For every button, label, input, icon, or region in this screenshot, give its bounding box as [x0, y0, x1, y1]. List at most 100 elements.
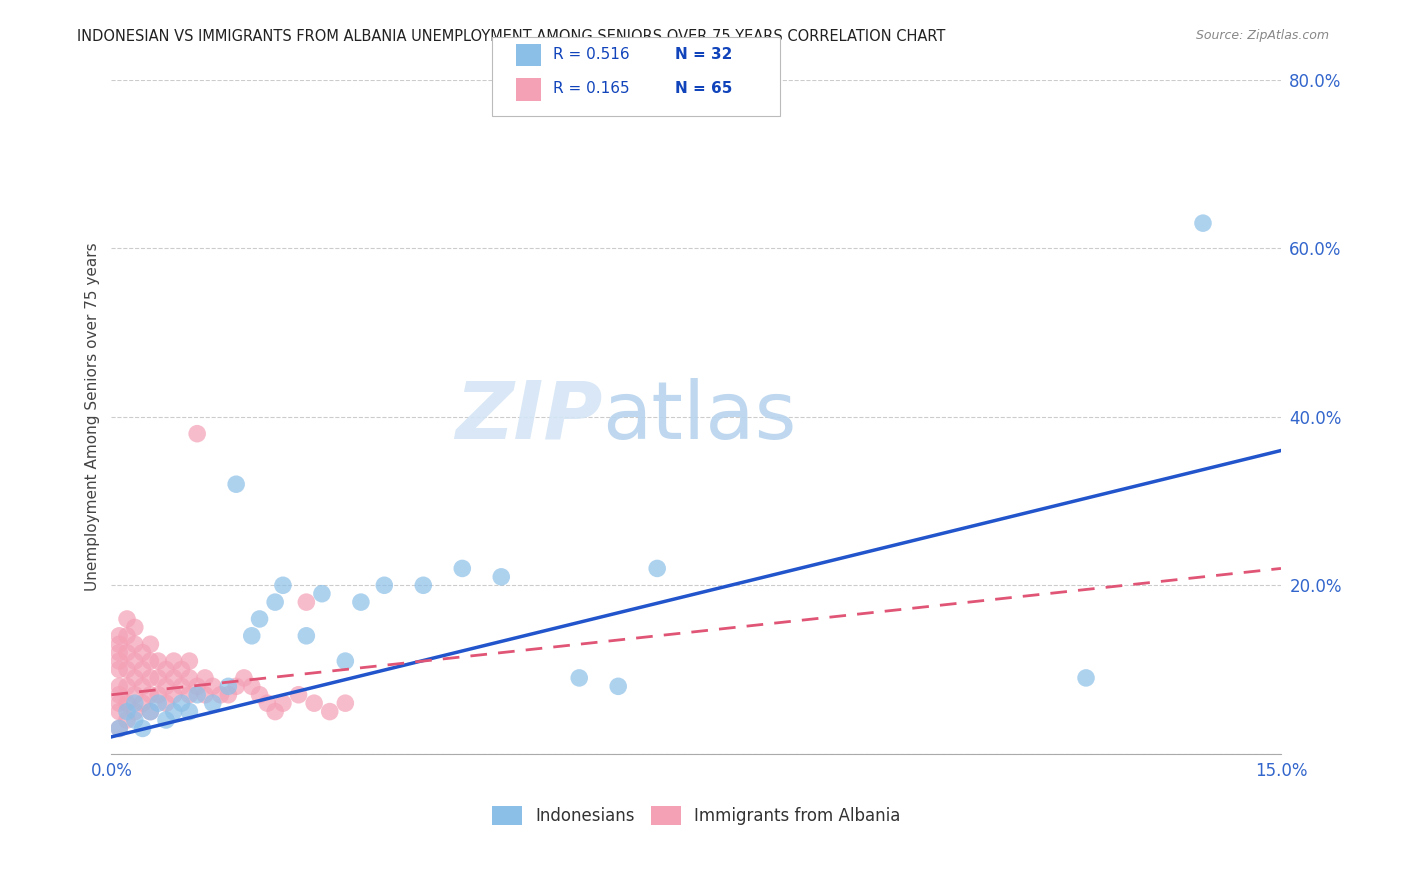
Point	[115, 663, 138, 677]
Point	[163, 654, 186, 668]
Point	[194, 688, 217, 702]
Point	[295, 595, 318, 609]
Point	[179, 705, 201, 719]
Point	[131, 646, 153, 660]
Point	[1192, 216, 1215, 230]
Point	[170, 663, 193, 677]
Text: INDONESIAN VS IMMIGRANTS FROM ALBANIA UNEMPLOYMENT AMONG SENIORS OVER 75 YEARS C: INDONESIAN VS IMMIGRANTS FROM ALBANIA UN…	[77, 29, 946, 44]
Point	[249, 688, 271, 702]
Point	[148, 671, 170, 685]
Point	[139, 637, 162, 651]
Point	[115, 713, 138, 727]
Point	[163, 688, 186, 702]
Point	[115, 696, 138, 710]
Point	[170, 696, 193, 710]
Point	[115, 679, 138, 693]
Point	[217, 688, 239, 702]
Text: N = 65: N = 65	[675, 81, 733, 96]
Text: ZIP: ZIP	[456, 378, 603, 456]
Point	[194, 671, 217, 685]
Point	[108, 654, 131, 668]
Point	[108, 663, 131, 677]
Point	[271, 578, 294, 592]
Point	[256, 696, 278, 710]
Point	[491, 570, 513, 584]
Point	[568, 671, 591, 685]
Point	[108, 679, 131, 693]
Point	[108, 646, 131, 660]
Point	[451, 561, 474, 575]
Point	[124, 713, 146, 727]
Point	[240, 629, 263, 643]
Point	[148, 688, 170, 702]
Point	[209, 688, 232, 702]
Point	[131, 679, 153, 693]
Point	[131, 696, 153, 710]
Point	[240, 679, 263, 693]
Point	[607, 679, 630, 693]
Point	[350, 595, 373, 609]
Point	[124, 654, 146, 668]
Point	[148, 696, 170, 710]
Point	[179, 654, 201, 668]
Point	[108, 705, 131, 719]
Point	[302, 696, 325, 710]
Point	[201, 679, 224, 693]
Point	[163, 705, 186, 719]
Point	[249, 612, 271, 626]
Point	[124, 688, 146, 702]
Point	[163, 671, 186, 685]
Point	[124, 671, 146, 685]
Point	[335, 654, 357, 668]
Point	[311, 587, 333, 601]
Point	[131, 663, 153, 677]
Point	[108, 637, 131, 651]
Point	[186, 426, 208, 441]
Point	[186, 688, 208, 702]
Point	[1074, 671, 1097, 685]
Point	[148, 654, 170, 668]
Point	[225, 679, 247, 693]
Point	[139, 688, 162, 702]
Point	[139, 705, 162, 719]
Point	[131, 722, 153, 736]
Point	[335, 696, 357, 710]
Point	[108, 696, 131, 710]
Point	[115, 629, 138, 643]
Point	[139, 671, 162, 685]
Point	[108, 722, 131, 736]
Point	[412, 578, 434, 592]
Point	[179, 688, 201, 702]
Point	[115, 612, 138, 626]
Point	[271, 696, 294, 710]
Point	[373, 578, 395, 592]
Point	[264, 595, 287, 609]
Text: N = 32: N = 32	[675, 46, 733, 62]
Point	[264, 705, 287, 719]
Point	[115, 705, 138, 719]
Point	[287, 688, 309, 702]
Point	[155, 713, 177, 727]
Point	[225, 477, 247, 491]
Point	[108, 629, 131, 643]
Point	[124, 637, 146, 651]
Point	[124, 620, 146, 634]
Legend: Indonesians, Immigrants from Albania: Indonesians, Immigrants from Albania	[485, 799, 907, 831]
Point	[139, 705, 162, 719]
Point	[295, 629, 318, 643]
Point	[319, 705, 342, 719]
Text: atlas: atlas	[603, 378, 797, 456]
Point	[179, 671, 201, 685]
Text: R = 0.165: R = 0.165	[553, 81, 628, 96]
Point	[186, 679, 208, 693]
Point	[217, 679, 239, 693]
Point	[139, 654, 162, 668]
Point	[124, 705, 146, 719]
Y-axis label: Unemployment Among Seniors over 75 years: Unemployment Among Seniors over 75 years	[86, 243, 100, 591]
Text: R = 0.516: R = 0.516	[553, 46, 628, 62]
Point	[155, 696, 177, 710]
Point	[645, 561, 668, 575]
Point	[108, 688, 131, 702]
Point	[115, 646, 138, 660]
Text: Source: ZipAtlas.com: Source: ZipAtlas.com	[1195, 29, 1329, 42]
